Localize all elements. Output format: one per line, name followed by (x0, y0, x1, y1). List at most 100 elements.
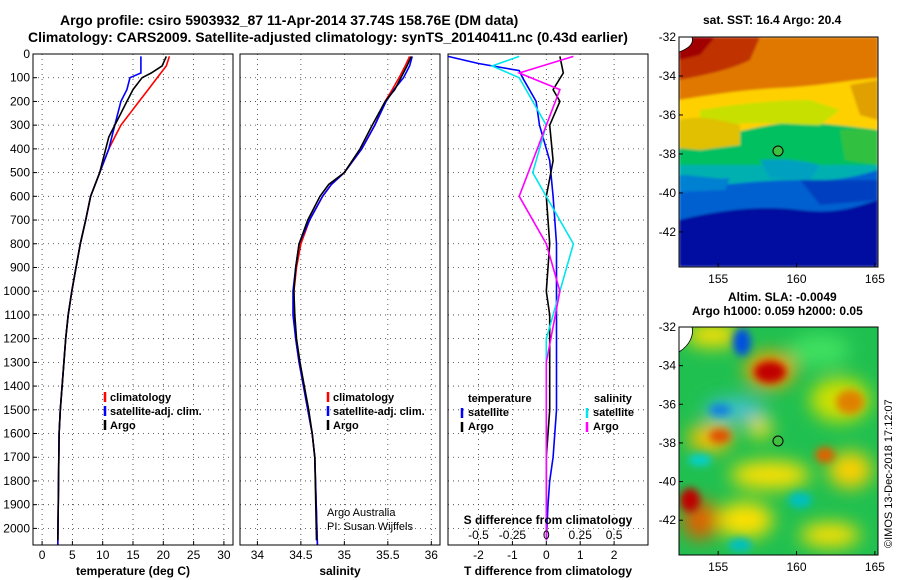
y-tick-label: 500 (10, 166, 30, 180)
legend-label: satellite-adj. clim. (110, 406, 202, 418)
x-tick-label: 10 (96, 548, 110, 562)
sla-argo-marker (772, 435, 784, 447)
y-tick-label: 800 (10, 237, 30, 251)
x-tick-label: 15 (126, 548, 140, 562)
x-tick-label: 35 (338, 548, 352, 562)
map-x-tick-label: 160 (787, 272, 807, 286)
sst-map-image (679, 37, 878, 267)
map-y-tick-label: -42 (659, 225, 677, 239)
legend-title: temperature (468, 393, 532, 405)
x-tick-label: 35.5 (376, 548, 400, 562)
x-tick-label: 25 (187, 548, 201, 562)
x-axis-label: temperature (deg C) (76, 564, 190, 578)
y-tick-label: 700 (10, 213, 30, 227)
sla-map-image (679, 327, 878, 555)
series-line-argo (293, 56, 413, 541)
y-tick-label: 2000 (3, 521, 30, 535)
x-tick-label: 0 (543, 548, 550, 562)
x2-tick-label: 0 (543, 528, 550, 542)
y-tick-label: 1400 (3, 379, 30, 393)
y-tick-label: 1600 (3, 427, 30, 441)
x-tick-label: 34.5 (289, 548, 313, 562)
map-y-tick-label: -32 (659, 30, 677, 44)
legend-label: climatology (110, 392, 172, 404)
sst-map-frame (678, 36, 879, 268)
sla-map-frame (678, 326, 879, 556)
sla-map-title: Altim. SLA: -0.0049 (728, 290, 837, 304)
x2-tick-label: -0.25 (499, 528, 527, 542)
y-tick-label: 600 (10, 189, 30, 203)
y-tick-label: 900 (10, 260, 30, 274)
sla-map-axes: 155 160 165 -32 -34 -36 -38 -40 -42 (659, 320, 886, 574)
x-axis-label: salinity (319, 564, 361, 578)
y-tick-label: 1700 (3, 450, 30, 464)
map-y-tick-label: -36 (659, 397, 677, 411)
series-line-argo (57, 56, 168, 541)
map-y-tick-label: -32 (659, 320, 677, 334)
sla-map-subtitle: Argo h1000: 0.059 h2000: 0.05 (692, 304, 863, 318)
y-tick-label: 200 (10, 94, 30, 108)
map-y-tick-label: -40 (659, 186, 677, 200)
map-y-tick-label: -34 (659, 69, 677, 83)
x-tick-label: 36 (425, 548, 439, 562)
plot-frame (239, 53, 441, 546)
series-line-temperature-argo (545, 56, 565, 541)
map-y-tick-label: -34 (659, 359, 677, 373)
map-x-tick-label: 155 (708, 272, 728, 286)
plot-frame (447, 53, 649, 546)
y-tick-label: 1200 (3, 332, 30, 346)
map-x-tick-label: 165 (865, 560, 885, 574)
legend-label: Argo (333, 420, 359, 432)
x-tick-label: -1 (507, 548, 518, 562)
header-line-2: Climatology: CARS2009. Satellite-adjuste… (28, 29, 628, 45)
y-tick-label: 0 (23, 47, 30, 61)
x-tick-label: 20 (157, 548, 171, 562)
x2-tick-label: -0.5 (468, 528, 489, 542)
y-tick-label: 1100 (4, 308, 30, 322)
salinity-panel: 34 34.5 35 35.5 36 salinity climatology satelli… (239, 53, 441, 578)
y-tick-label: 300 (10, 118, 30, 132)
x2-tick-label: 0.5 (606, 528, 623, 542)
legend-label: satellite-adj. clim. (333, 406, 425, 418)
series-line-temperature-satellite (447, 55, 558, 541)
map-y-tick-label: -38 (659, 436, 677, 450)
sst-map-axes: 155 160 165 -32 -34 -36 -38 -40 -42 (659, 30, 886, 286)
series-line-climatology (293, 56, 411, 546)
x-tick-label: 1 (577, 548, 584, 562)
y-tick-label: 100 (10, 71, 30, 85)
map-y-tick-label: -42 (659, 513, 677, 527)
x2-tick-label: 0.25 (569, 528, 593, 542)
y-tick-label: 1800 (3, 474, 30, 488)
legend-title: salinity (594, 393, 633, 405)
legend-label: Argo (110, 420, 136, 432)
map-x-tick-label: 155 (708, 560, 728, 574)
watermark: ©IMOS 13-Dec-2018 17:12:07 (883, 399, 895, 548)
x-tick-label: 0 (39, 548, 46, 562)
map-y-tick-label: -36 (659, 108, 677, 122)
y-tick-label: 1000 (3, 284, 30, 298)
x-tick-label: 34 (251, 548, 265, 562)
y-tick-label: 400 (10, 142, 30, 156)
difference-panel: -2 -1 0 1 2 T difference from climatology S di… (447, 53, 649, 578)
y-tick-label: 1500 (3, 403, 30, 417)
x-axis-label-2: S difference from climatology (464, 513, 633, 527)
annotation: PI: Susan Wijffels (327, 521, 413, 533)
legend-label: Argo (468, 421, 494, 433)
x-tick-label: 5 (69, 548, 76, 562)
x-axis-label: T difference from climatology (464, 564, 632, 578)
x-tick-label: 2 (611, 548, 618, 562)
x-tick-label: -2 (473, 548, 484, 562)
y-tick-label: 1900 (3, 498, 30, 512)
series-line-satellite-adj-clim- (292, 56, 413, 546)
legend-label: satellite (468, 407, 509, 419)
series-line-salinity-argo (516, 55, 574, 541)
map-y-tick-label: -40 (659, 475, 677, 489)
y-tick-label: 1300 (3, 355, 30, 369)
x-tick-label: 30 (217, 548, 231, 562)
map-y-tick-label: -38 (659, 147, 677, 161)
sst-map-title: sat. SST: 16.4 Argo: 20.4 (703, 13, 842, 27)
series-line-salinity-satellite (489, 55, 575, 541)
temperature-panel: 0 5 10 15 20 25 30 temperature (deg C) 0 100 200 30… (3, 47, 234, 578)
map-x-tick-label: 165 (865, 272, 885, 286)
